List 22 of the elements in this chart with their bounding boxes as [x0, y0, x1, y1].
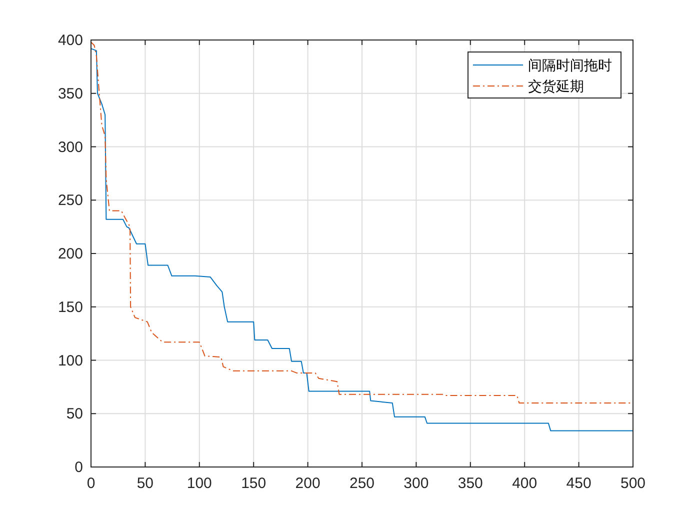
y-tick-label: 50: [66, 406, 83, 423]
x-tick-label: 400: [512, 475, 538, 492]
y-tick-label: 150: [58, 298, 83, 316]
x-tick-label: 50: [136, 475, 154, 492]
x-tick-label: 300: [404, 475, 429, 492]
y-tick-label: 0: [74, 459, 83, 476]
x-tick-label: 150: [241, 475, 266, 492]
x-tick-label: 200: [295, 475, 320, 492]
x-tick-label: 250: [349, 475, 375, 492]
x-tick-label: 100: [186, 475, 212, 492]
y-tick-label: 200: [58, 246, 83, 262]
x-tick-label: 450: [566, 475, 592, 492]
x-tick-label: 0: [86, 475, 96, 492]
x-tick-label: 350: [458, 475, 483, 492]
y-tick-label: 300: [58, 138, 83, 156]
legend-label: 间隔时间拖时: [528, 57, 612, 73]
y-tick-label: 100: [58, 352, 83, 370]
y-tick-label: 250: [58, 192, 83, 210]
y-tick-label: 350: [58, 85, 83, 102]
x-tick-label: 500: [620, 475, 646, 492]
legend-label: 交货延期: [528, 78, 584, 94]
y-tick-label: 400: [58, 32, 83, 49]
